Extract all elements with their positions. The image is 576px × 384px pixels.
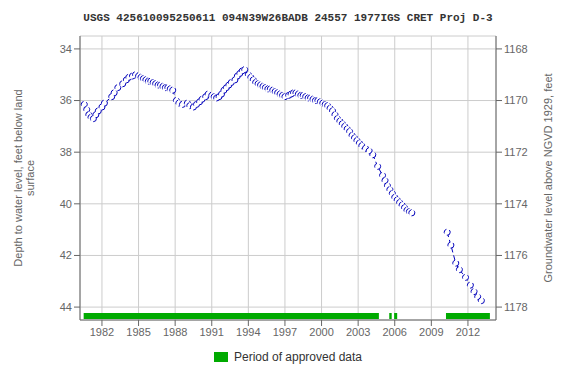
svg-text:1982: 1982 (90, 326, 114, 338)
svg-text:2009: 2009 (419, 326, 443, 338)
html-text:Period of approved data: Period of approved data (234, 350, 362, 364)
svg-text:2012: 2012 (456, 326, 480, 338)
svg-text:2006: 2006 (383, 326, 407, 338)
svg-text:40: 40 (60, 198, 72, 210)
svg-text:1170: 1170 (504, 94, 528, 106)
svg-text:38: 38 (60, 146, 72, 158)
svg-text:34: 34 (60, 43, 72, 55)
svg-text:44: 44 (60, 301, 72, 313)
svg-text:1985: 1985 (126, 326, 150, 338)
svg-text:2000: 2000 (309, 326, 333, 338)
svg-text:1178: 1178 (504, 301, 528, 313)
svg-text:1174: 1174 (504, 198, 528, 210)
svg-text:42: 42 (60, 249, 72, 261)
svg-text:1997: 1997 (273, 326, 297, 338)
svg-text:1994: 1994 (236, 326, 260, 338)
svg-text:1988: 1988 (163, 326, 187, 338)
svg-text:2003: 2003 (346, 326, 370, 338)
svg-text:1168: 1168 (504, 43, 528, 55)
svg-text:1172: 1172 (504, 146, 528, 158)
svg-text:1176: 1176 (504, 249, 528, 261)
svg-text:1991: 1991 (200, 326, 224, 338)
svg-text:36: 36 (60, 94, 72, 106)
html-text:USGS 425610095250611 094N39W26: USGS 425610095250611 094N39W26BADB 24557… (83, 12, 493, 24)
svg-text:Depth to water level, feet bel: Depth to water level, feet below landsur… (12, 89, 36, 266)
svg-text:Groundwater level above NGVD 1: Groundwater level above NGVD 1929, feet (542, 73, 554, 282)
